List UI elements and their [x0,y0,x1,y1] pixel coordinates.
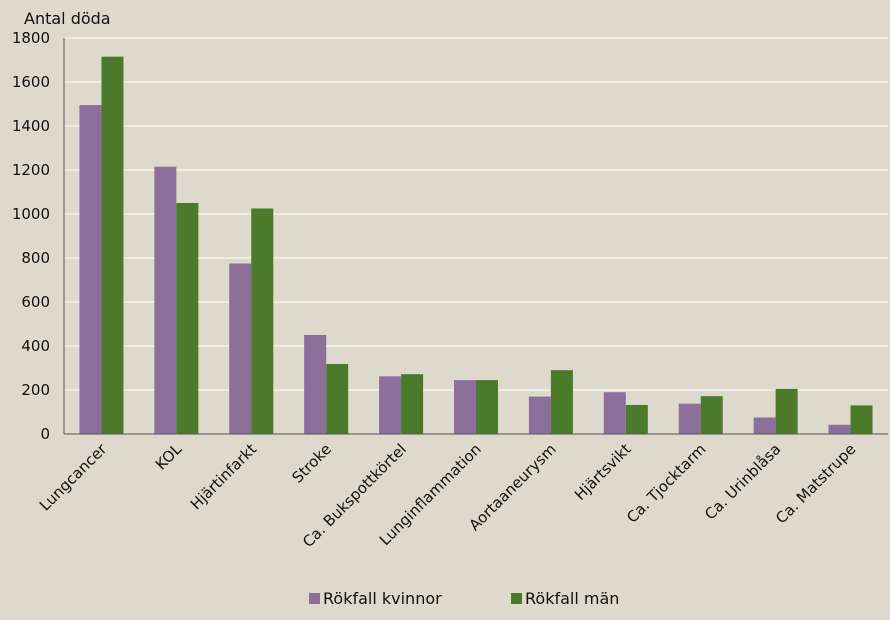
y-tick-label: 600 [21,293,50,311]
y-tick-label: 800 [21,249,50,267]
legend: Rökfall kvinnor Rökfall män [309,589,619,608]
bar-kvinnor-3 [304,335,327,434]
y-tick-label: 1000 [12,205,50,223]
x-tick-label: KOL [152,440,186,474]
bar-man-4 [401,374,424,434]
bar-kvinnor-1 [154,166,177,434]
bar-man-3 [326,364,349,434]
y-tick-label: 200 [21,381,50,399]
x-tick-label: Ca. Matstrupe [772,440,859,527]
x-tick-label: Stroke [288,440,335,487]
legend-label: Rökfall män [525,589,619,608]
bar-kvinnor-6 [528,396,551,434]
bar-kvinnor-0 [79,105,102,434]
bar-kvinnor-10 [828,424,851,434]
legend-swatch [309,593,320,604]
bar-man-9 [775,388,798,434]
x-tick-label: Lungcancer [36,440,111,515]
bar-man-0 [101,56,124,434]
x-tick-label: Ca. Tjocktarm [623,440,709,526]
y-axis-label: Antal döda [24,9,111,28]
y-tick-labels: 0 200 400 600 800 1000 1200 1400 1600 1800 [12,29,50,443]
bar-kvinnor-4 [379,376,402,434]
axes [63,38,888,435]
bar-kvinnor-2 [229,263,252,434]
y-tick-label: 0 [40,425,50,443]
bar-man-2 [251,208,274,434]
y-tick-label: 1600 [12,73,50,91]
bar-man-7 [625,404,648,434]
legend-label: Rökfall kvinnor [323,589,442,608]
bar-man-10 [850,405,873,434]
x-tick-label: Ca. Urinblåsa [701,440,784,523]
x-tick-label: Hjärtsvikt [571,440,635,504]
bar-kvinnor-7 [603,392,626,434]
y-tick-label: 1200 [12,161,50,179]
bar-man-8 [700,396,723,434]
bar-man-6 [550,370,573,434]
bar-man-1 [176,203,199,434]
legend-swatch [511,593,522,604]
bar-kvinnor-5 [454,380,476,434]
bar-man-5 [476,380,498,434]
gridlines [64,37,888,391]
bar-kvinnor-9 [753,417,776,434]
x-tick-label: Hjärtinfarkt [187,440,260,513]
bar-kvinnor-8 [678,403,701,434]
y-tick-label: 1800 [12,29,50,47]
y-tick-label: 400 [21,337,50,355]
y-tick-label: 1400 [12,117,50,135]
bars [79,56,873,434]
